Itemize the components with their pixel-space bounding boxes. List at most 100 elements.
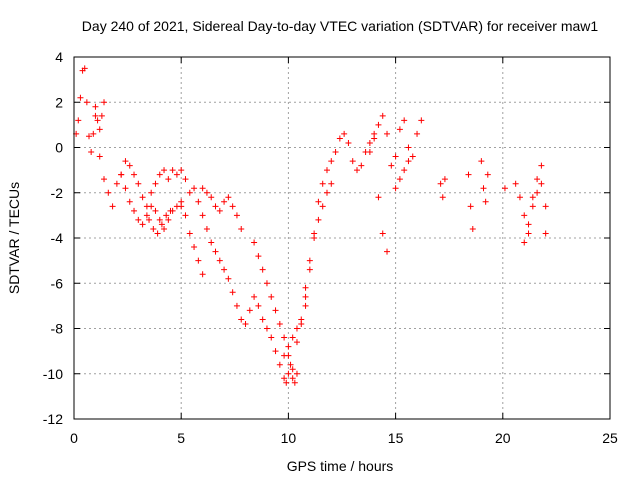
data-point	[379, 112, 386, 119]
data-point	[178, 203, 185, 210]
x-tick-label: 20	[495, 430, 511, 446]
y-tick-label: -6	[51, 275, 64, 291]
data-point	[152, 180, 159, 187]
data-point	[233, 302, 240, 309]
data-point	[484, 171, 491, 178]
y-tick-label: -2	[51, 185, 64, 201]
data-point	[96, 126, 103, 133]
grid-lines	[74, 57, 610, 419]
data-point	[229, 289, 236, 296]
data-point	[281, 375, 288, 382]
data-point	[354, 167, 361, 174]
data-point	[285, 352, 292, 359]
y-axis-ticks: -12 -10 -8 -6 -4 -2 0 2 4	[43, 49, 610, 427]
y-tick-label: -12	[43, 411, 63, 427]
data-point	[263, 325, 270, 332]
data-point	[92, 103, 99, 110]
data-point	[405, 158, 412, 165]
data-point	[105, 189, 112, 196]
data-point	[255, 302, 262, 309]
data-point	[143, 212, 150, 219]
data-point	[439, 194, 446, 201]
data-point	[298, 320, 305, 327]
data-point	[396, 176, 403, 183]
data-point	[379, 230, 386, 237]
data-point	[375, 194, 382, 201]
data-point	[289, 366, 296, 373]
data-point	[77, 94, 84, 101]
data-point	[156, 216, 163, 223]
data-point	[287, 361, 294, 368]
y-axis-label: SDTVAR / TECUs	[6, 182, 22, 294]
data-point	[319, 203, 326, 210]
data-point	[208, 194, 215, 201]
data-point	[96, 153, 103, 160]
data-point	[525, 230, 532, 237]
data-point	[401, 117, 408, 124]
x-axis-ticks: 0 5 10 15 20 25	[70, 57, 618, 446]
data-point	[83, 99, 90, 106]
data-point	[345, 139, 352, 146]
data-point	[242, 320, 249, 327]
data-point	[311, 235, 318, 241]
data-point	[542, 203, 549, 210]
data-point	[306, 257, 313, 264]
x-tick-label: 0	[70, 430, 78, 446]
data-point	[113, 180, 120, 187]
data-point	[139, 221, 146, 228]
data-point	[418, 117, 425, 124]
data-point	[516, 194, 523, 201]
data-point	[293, 325, 300, 332]
data-point	[203, 189, 210, 196]
data-point	[323, 167, 330, 174]
data-point	[293, 339, 300, 346]
data-point	[538, 180, 545, 187]
y-tick-label: -4	[51, 230, 64, 246]
data-point	[212, 203, 219, 210]
data-point	[199, 212, 206, 219]
data-point	[251, 293, 258, 300]
data-point	[409, 153, 416, 160]
data-point	[405, 144, 412, 151]
data-point	[169, 167, 176, 174]
data-point	[336, 135, 343, 142]
data-point	[216, 207, 223, 214]
data-point	[276, 320, 283, 327]
data-point	[285, 370, 292, 377]
data-point	[122, 158, 129, 165]
data-point	[480, 185, 487, 192]
data-point	[375, 121, 382, 128]
data-point	[392, 153, 399, 160]
data-point	[501, 185, 508, 192]
data-point	[81, 65, 88, 72]
data-point	[246, 307, 253, 314]
data-point	[392, 185, 399, 192]
data-point	[225, 194, 232, 201]
data-point	[135, 216, 142, 223]
data-point	[332, 149, 339, 156]
data-point	[259, 266, 266, 273]
data-point	[195, 257, 202, 264]
data-point	[238, 316, 245, 323]
data-point	[165, 216, 172, 223]
data-point	[302, 293, 309, 300]
data-point	[534, 176, 541, 183]
data-point	[283, 379, 290, 386]
data-point	[88, 149, 95, 156]
data-point	[315, 216, 322, 223]
data-point	[208, 239, 215, 246]
data-point	[263, 280, 270, 287]
data-point	[163, 212, 170, 219]
data-point	[542, 230, 549, 237]
data-point	[272, 348, 279, 355]
data-point	[186, 230, 193, 237]
data-point	[341, 130, 348, 137]
data-point	[158, 221, 165, 228]
data-point	[268, 334, 275, 341]
y-tick-label: 2	[55, 94, 63, 110]
data-point	[437, 180, 444, 187]
data-point	[216, 257, 223, 264]
data-point	[221, 266, 228, 273]
data-point	[441, 176, 448, 183]
data-point	[371, 135, 378, 142]
